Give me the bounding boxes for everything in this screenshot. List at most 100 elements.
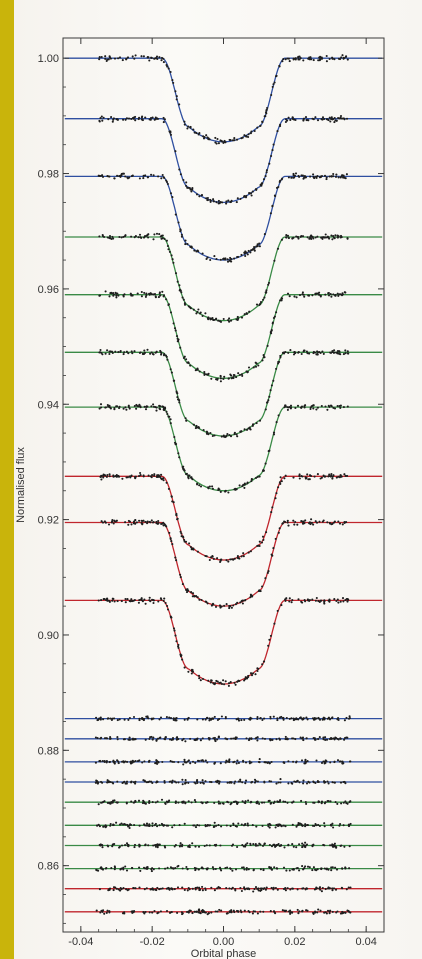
data-point xyxy=(144,910,147,914)
data-point xyxy=(138,233,142,236)
data-point xyxy=(274,886,277,890)
data-point xyxy=(108,56,111,59)
data-point xyxy=(205,867,208,870)
data-point xyxy=(307,294,311,297)
data-point xyxy=(336,759,340,762)
data-point xyxy=(162,61,165,64)
data-point xyxy=(293,295,296,298)
data-point xyxy=(110,867,113,870)
data-point xyxy=(162,176,165,179)
data-point xyxy=(282,58,285,61)
data-point xyxy=(205,134,208,137)
data-point xyxy=(153,473,156,476)
data-point xyxy=(231,869,234,872)
data-point xyxy=(153,233,156,236)
data-point xyxy=(287,843,290,846)
data-point xyxy=(314,175,317,178)
data-point xyxy=(233,137,236,140)
data-point xyxy=(115,296,118,299)
data-point xyxy=(128,407,131,410)
data-point xyxy=(130,598,133,601)
data-point xyxy=(112,237,115,240)
data-point xyxy=(118,823,122,826)
data-point xyxy=(264,175,267,178)
data-point xyxy=(206,913,209,916)
data-point xyxy=(158,56,161,59)
data-point xyxy=(285,234,288,237)
data-point xyxy=(147,760,151,763)
data-point xyxy=(256,244,259,248)
data-point xyxy=(230,802,233,805)
data-point xyxy=(289,911,292,914)
data-point xyxy=(194,845,197,848)
data-point xyxy=(262,469,265,472)
data-point xyxy=(254,737,257,740)
data-point xyxy=(206,256,209,259)
data-point xyxy=(247,366,251,369)
data-point xyxy=(326,408,329,411)
data-point xyxy=(110,350,114,353)
data-point xyxy=(209,681,212,684)
data-point xyxy=(224,717,227,720)
data-point xyxy=(115,474,118,477)
data-point xyxy=(142,779,145,782)
data-point xyxy=(335,845,338,849)
data-point xyxy=(175,736,178,739)
data-point xyxy=(174,844,177,847)
data-point xyxy=(143,405,146,408)
data-point xyxy=(164,601,167,605)
data-point xyxy=(339,760,342,763)
data-point xyxy=(156,825,159,828)
data-point xyxy=(230,258,233,261)
data-point xyxy=(183,355,186,358)
data-point xyxy=(101,119,104,122)
data-point xyxy=(172,322,175,325)
data-point xyxy=(250,480,253,483)
data-point xyxy=(140,519,143,522)
data-point xyxy=(278,180,281,184)
data-point xyxy=(306,909,309,912)
data-point xyxy=(295,760,298,763)
data-point xyxy=(259,868,262,871)
data-point xyxy=(140,522,143,525)
data-point xyxy=(184,801,187,805)
data-point xyxy=(159,887,162,890)
data-point xyxy=(234,603,237,606)
data-point xyxy=(133,57,136,60)
data-point xyxy=(209,258,212,262)
data-point xyxy=(201,252,204,255)
data-point xyxy=(125,888,128,891)
y-tick-label: 0.96 xyxy=(38,284,59,296)
data-point xyxy=(208,719,211,722)
data-point xyxy=(142,474,145,477)
data-point xyxy=(124,118,127,121)
data-point xyxy=(196,310,199,313)
data-point xyxy=(165,179,168,182)
data-point xyxy=(240,823,243,826)
data-point xyxy=(241,781,244,784)
data-point xyxy=(304,519,307,522)
data-point xyxy=(148,737,151,741)
data-point xyxy=(225,824,228,827)
data-point xyxy=(223,604,226,607)
data-point xyxy=(158,843,161,846)
data-point xyxy=(238,679,241,683)
data-point xyxy=(174,634,177,637)
data-point xyxy=(164,867,167,870)
data-point xyxy=(156,762,159,765)
data-point xyxy=(129,292,132,295)
data-point xyxy=(244,843,247,846)
data-point xyxy=(329,844,332,847)
data-point xyxy=(125,117,128,120)
data-point xyxy=(267,825,270,828)
data-point xyxy=(212,557,215,561)
data-point xyxy=(278,823,281,826)
data-point xyxy=(329,909,332,912)
data-point xyxy=(276,130,279,133)
data-point xyxy=(214,844,217,847)
data-point xyxy=(345,802,348,805)
data-point xyxy=(230,606,233,609)
data-point xyxy=(138,866,141,869)
data-point xyxy=(196,718,199,721)
data-point xyxy=(158,888,161,891)
